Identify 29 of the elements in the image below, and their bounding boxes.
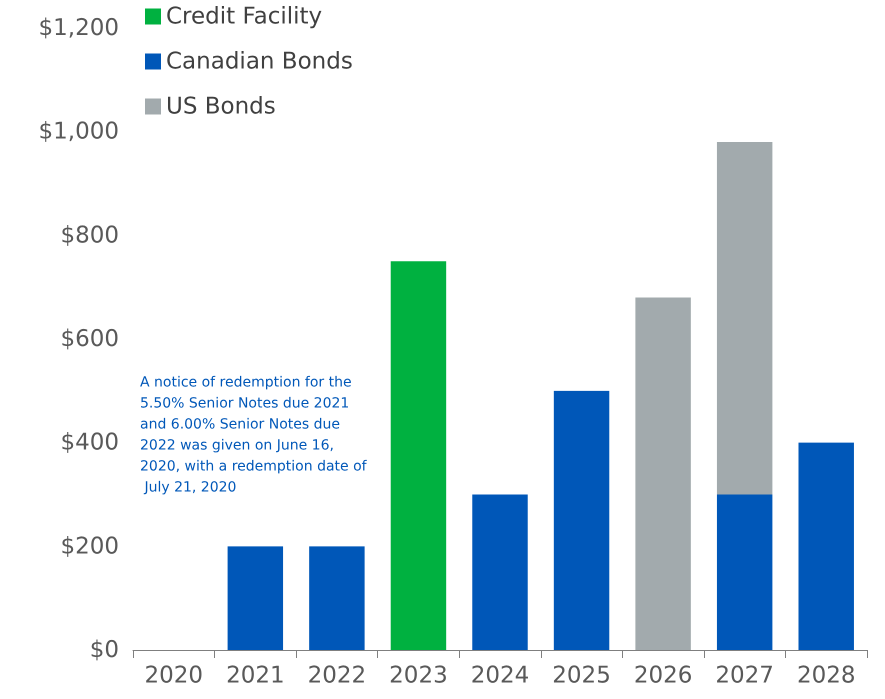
x-tick-label: 2020 [144,662,204,688]
x-tick-label: 2021 [226,662,285,688]
legend-label: US Bonds [166,94,276,120]
y-tick-label: $400 [60,430,119,456]
y-tick-label: $1,000 [38,118,119,145]
bar [716,142,772,494]
y-tick-label: $1,200 [38,15,119,41]
bar [390,261,446,650]
legend-label: Credit Facility [166,4,322,30]
bar [798,442,854,650]
x-tick-label: 2024 [470,662,530,688]
bar [716,494,772,650]
x-tick-label: 2026 [634,662,692,688]
legend-label: Canadian Bonds [166,48,353,74]
x-tick-label: 2023 [389,662,448,688]
x-tick-label: 2028 [796,662,856,688]
bar [309,546,365,650]
annotation: A notice of redemption for the 5.50% Senior Notes due 2021 and 6.00% Senior Notes due 2022 was given on June 16, 2020, with a redemption date of July 21, 2020 [140,374,368,496]
bar [472,494,528,650]
x-tick-label: 2025 [552,662,611,688]
x-tick-label: 2027 [715,662,774,688]
bar [635,298,691,650]
bar [228,546,284,650]
x-tick-label: 2022 [308,662,366,688]
y-tick-label: $0 [90,637,119,663]
y-tick-label: $200 [60,533,119,560]
y-tick-label: $600 [60,326,119,352]
bar [554,390,610,650]
y-tick-label: $800 [60,222,119,248]
